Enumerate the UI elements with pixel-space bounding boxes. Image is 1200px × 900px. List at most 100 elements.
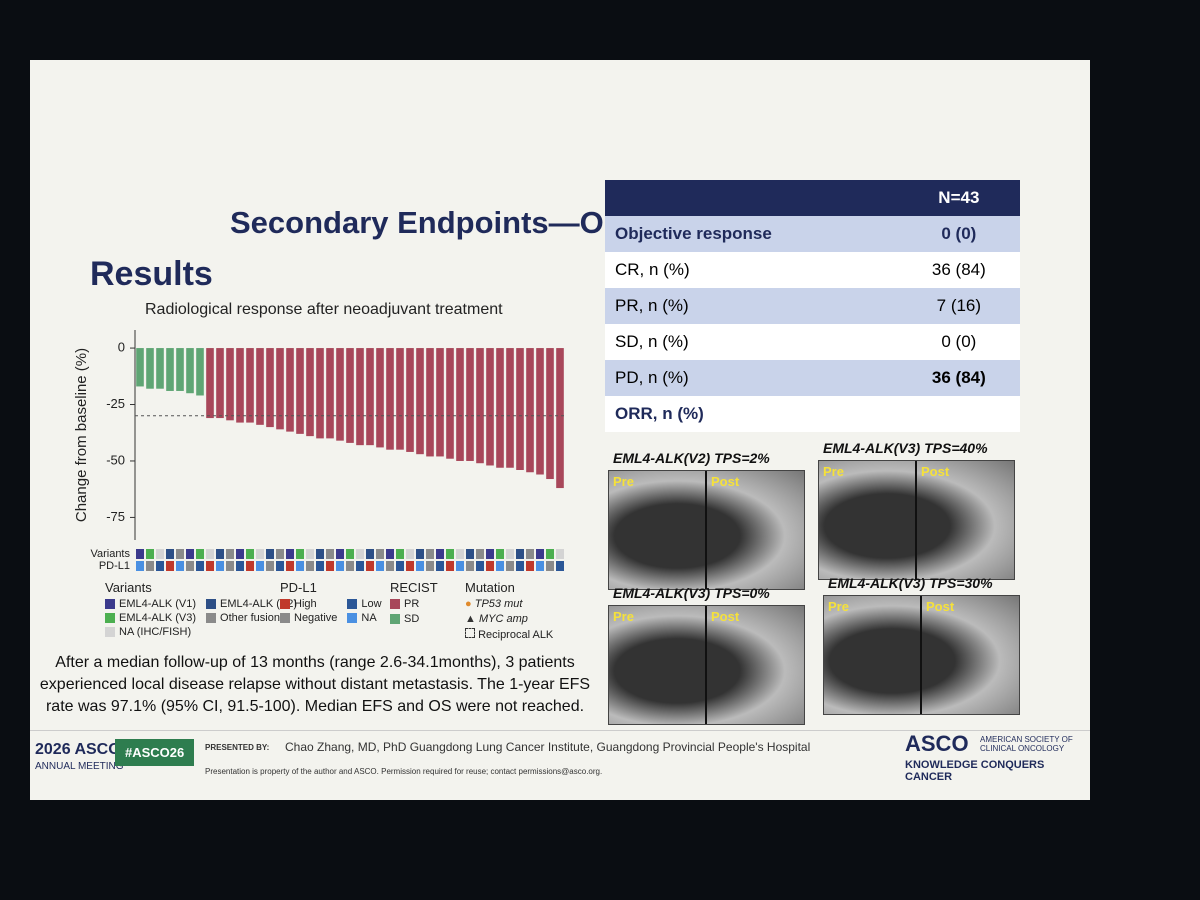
track-cell <box>226 561 234 571</box>
legend-symbol: ▲ <box>465 613 476 625</box>
legend-swatch <box>347 613 358 624</box>
scan-tag: Post <box>711 609 740 624</box>
legend-group: PD-L1 High Low Negative NA <box>280 580 382 624</box>
track-cell <box>196 549 204 559</box>
bar <box>466 348 474 461</box>
summary-line: rate was 97.1% (95% CI, 91.5-100). Media… <box>45 698 585 715</box>
legend-item: ● TP53 mut <box>465 598 553 610</box>
legend-label: Reciprocal ALK <box>478 629 554 641</box>
table-cell: Objective response <box>615 224 772 243</box>
track-cell <box>546 561 554 571</box>
track-cell <box>436 549 444 559</box>
table-header: N=43 <box>605 180 1020 216</box>
track-cell <box>486 549 494 559</box>
footer-presenter: Chao Zhang, MD, PhD Guangdong Lung Cance… <box>285 740 811 754</box>
track-cell <box>526 549 534 559</box>
footer: 2026 ASCO ANNUAL MEETING #ASCO26 PRESENTED … <box>30 730 1090 801</box>
legend-swatch <box>347 599 358 610</box>
legend-group: Mutation ● TP53 mut ▲ MYC amp Reciprocal A… <box>465 580 553 644</box>
footer-presented-by: PRESENTED BY: <box>205 743 270 752</box>
legend-label: PR <box>404 598 420 610</box>
track-cell <box>226 549 234 559</box>
scan-label: EML4-ALK(V3) TPS=0% <box>613 585 770 601</box>
track-cell <box>536 549 544 559</box>
bar <box>276 348 284 430</box>
bar <box>206 348 214 419</box>
scan-tag: Post <box>921 464 950 479</box>
track-cell <box>546 549 554 559</box>
track-cell <box>386 561 394 571</box>
bar <box>186 348 194 394</box>
legend-items: EML4-ALK (V1) EML4-ALK (V2) EML4-ALK (V3) O… <box>105 598 297 638</box>
table-cell: ORR, n (%) <box>615 404 704 423</box>
track-cell <box>466 561 474 571</box>
scan-label: EML4-ALK(V3) TPS=40% <box>823 440 988 456</box>
legend-group: RECIST PR SD <box>390 580 438 628</box>
track-cell <box>386 549 394 559</box>
track-cell <box>346 561 354 571</box>
bar <box>176 348 184 391</box>
bar <box>456 348 464 461</box>
bar <box>216 348 224 419</box>
legend-item: Negative <box>280 612 337 624</box>
footer-society: AMERICAN SOCIETY OF CLINICAL ONCOLOGY <box>980 735 1073 753</box>
track-cell <box>166 561 174 571</box>
track-cell <box>376 549 384 559</box>
bar <box>336 348 344 441</box>
track-cell <box>306 561 314 571</box>
track-cell <box>346 549 354 559</box>
bar <box>156 348 164 389</box>
track-cell <box>216 561 224 571</box>
track-cell <box>156 549 164 559</box>
bar <box>346 348 354 443</box>
y-tick-label: -75 <box>106 509 125 524</box>
legend-swatch <box>390 599 400 610</box>
track-cell <box>266 561 274 571</box>
table-cell: CR, n (%) <box>615 260 690 279</box>
legend-swatch <box>206 599 217 610</box>
track-cell <box>496 549 504 559</box>
track-cell <box>506 561 514 571</box>
bar <box>316 348 324 439</box>
track-cell <box>526 561 534 571</box>
bar <box>526 348 534 473</box>
table-cell: PR, n (%) <box>615 296 689 315</box>
bar <box>536 348 544 475</box>
legend-item: NA <box>347 612 381 624</box>
scan-tag: Pre <box>828 599 849 614</box>
track-cell <box>246 561 254 571</box>
legend-label: EML4-ALK (V3) <box>119 612 197 624</box>
track-cell <box>396 549 404 559</box>
legend-item: PR <box>390 598 438 610</box>
table-cell: SD, n (%) <box>615 332 689 351</box>
track-cell <box>356 561 364 571</box>
track-cell <box>336 561 344 571</box>
track-cell <box>426 549 434 559</box>
table-row: PR, n (%) 7 (16) <box>605 288 1020 324</box>
legend-item: EML4-ALK (V3) <box>105 612 196 624</box>
scan-divider <box>920 596 922 714</box>
bar <box>226 348 234 421</box>
track-cell <box>296 561 304 571</box>
track-cell <box>336 549 344 559</box>
summary-line: After a median follow-up of 13 months (r… <box>55 654 575 671</box>
table-cell: 0 (0) <box>941 332 977 351</box>
track-cell <box>166 549 174 559</box>
bar <box>426 348 434 457</box>
track-cell <box>136 549 144 559</box>
track-cell <box>506 549 514 559</box>
bar <box>506 348 514 468</box>
track-cell <box>516 549 524 559</box>
track-cell <box>196 561 204 571</box>
track-cell <box>256 561 264 571</box>
track-cell <box>276 561 284 571</box>
legend-group: Variants EML4-ALK (V1) EML4-ALK (V2) EML4-A… <box>105 580 297 638</box>
track-cell <box>286 549 294 559</box>
bar <box>286 348 294 432</box>
table-row: ORR, n (%) <box>605 396 1020 432</box>
scan-tag: Post <box>711 474 740 489</box>
bar <box>266 348 274 428</box>
bar <box>416 348 424 455</box>
scan-image: Pre Post <box>818 460 1015 580</box>
bar <box>326 348 334 439</box>
